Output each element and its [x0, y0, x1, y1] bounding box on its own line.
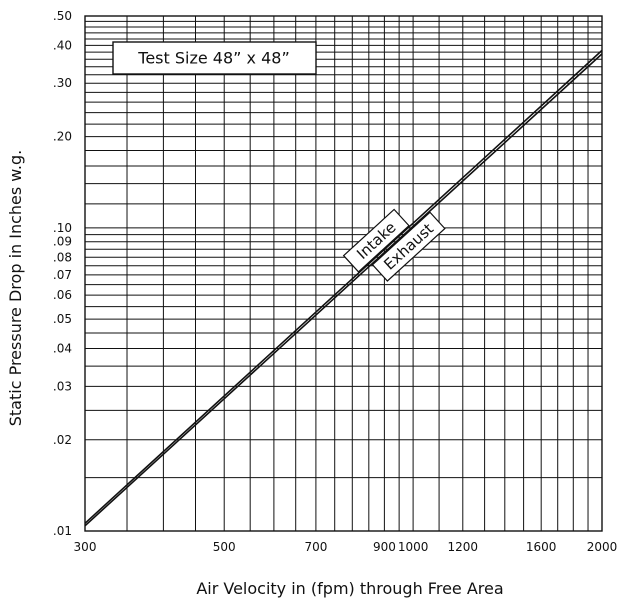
y-tick-label: .40: [53, 38, 72, 52]
x-tick-label: 300: [74, 540, 97, 554]
series-line-exhaust: [84, 53, 603, 527]
x-tick-labels: 300 500 700 900 1000 1200 1600 2000: [74, 540, 617, 554]
x-axis-title: Air Velocity in (fpm) through Free Area: [196, 579, 503, 598]
y-tick-label: .05: [53, 312, 72, 326]
x-tick-label: 1600: [526, 540, 557, 554]
y-tick-label: .06: [53, 288, 72, 302]
y-tick-labels: .01 .02 .03 .04 .05 .06 .07 .08.09.10 .20 .30 .40.…: [53, 9, 72, 538]
y-tick-label: .07: [53, 268, 72, 282]
grid: [85, 16, 602, 531]
series-line-intake: [84, 49, 603, 524]
y-tick-label: .50: [53, 9, 72, 23]
x-tick-label: 900: [373, 540, 396, 554]
y-tick-label: .20: [53, 130, 72, 144]
annotation-text: Test Size 48” x 48”: [137, 49, 289, 68]
x-tick-label: 1000: [398, 540, 429, 554]
series-lines: [84, 49, 603, 527]
x-tick-label: 500: [213, 540, 236, 554]
y-tick-label: .10: [53, 221, 72, 235]
annotation-box: Test Size 48” x 48”: [112, 41, 317, 75]
plot-frame: [84, 15, 603, 532]
y-tick-label: .30: [53, 76, 72, 90]
y-tick-label: .03: [53, 379, 72, 393]
series-label-box: [371, 211, 446, 282]
y-tick-label: .01: [53, 524, 72, 538]
x-tick-label: 2000: [587, 540, 617, 554]
y-tick-label: .08: [53, 250, 72, 264]
x-tick-label: 1200: [448, 540, 479, 554]
x-tick-label: 700: [304, 540, 327, 554]
y-tick-label: .09: [53, 235, 72, 249]
y-axis-title: Static Pressure Drop in Inches w.g.: [6, 150, 25, 427]
series-label-box: [342, 208, 410, 273]
y-tick-label: .02: [53, 433, 72, 447]
y-tick-label: .04: [53, 342, 72, 356]
